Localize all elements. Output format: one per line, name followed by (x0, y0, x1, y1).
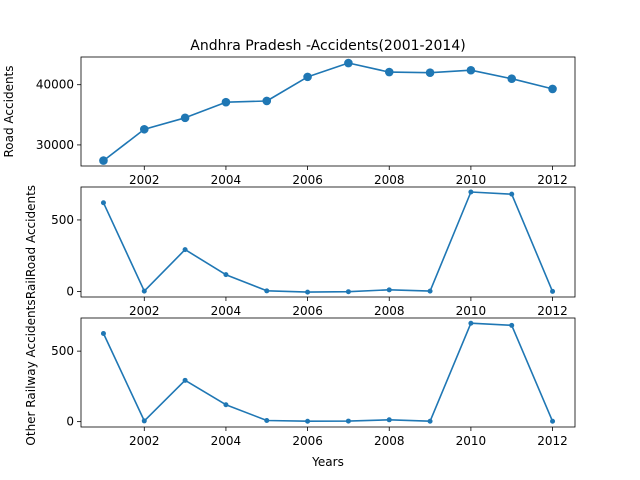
series-line-road-accidents (103, 62, 553, 162)
x-tick-label: 2012 (537, 173, 568, 187)
y-axis-label-road-accidents: Road Accidents (2, 65, 16, 157)
data-point (223, 272, 229, 278)
series-line-other-railway-accidents (102, 322, 554, 423)
y-tick-label: 500 (51, 213, 74, 227)
data-point (223, 402, 229, 408)
x-tick-label: 2002 (129, 173, 160, 187)
x-tick-label: 2010 (456, 434, 487, 448)
y-axis-label-other-railway-accidents: Other Railway Accidents (24, 299, 38, 445)
data-point (550, 418, 556, 424)
y-tick-label: 500 (51, 344, 74, 358)
data-point (466, 65, 476, 75)
data-point (344, 58, 353, 68)
data-point (468, 320, 474, 326)
data-point (141, 288, 147, 294)
y-tick-label: 30000 (36, 138, 74, 152)
data-point (180, 113, 190, 123)
data-point (305, 289, 311, 295)
data-point (384, 67, 394, 77)
data-point (509, 191, 515, 197)
x-tick-label: 2004 (211, 304, 242, 318)
data-point (386, 417, 392, 423)
x-tick-label: 2002 (129, 304, 160, 318)
x-axis-label: Years (311, 455, 344, 469)
axes-frame (80, 186, 576, 298)
data-point (345, 289, 351, 295)
series-line-railroad-accidents (102, 191, 554, 293)
data-point (425, 68, 435, 77)
data-point (303, 72, 312, 82)
axes-frame (80, 56, 576, 167)
data-point (100, 200, 106, 206)
x-tick-label: 2010 (456, 304, 487, 318)
x-tick-label: 2004 (211, 434, 242, 448)
data-point (262, 96, 272, 106)
x-tick-label: 2008 (374, 304, 405, 318)
x-tick-label: 2008 (374, 173, 405, 187)
data-point (345, 418, 351, 424)
data-point (264, 288, 270, 294)
data-point (99, 156, 108, 165)
x-tick-label: 2006 (292, 173, 323, 187)
panel-road-accidents: 2002 2004 2006 2008 2010 2012 30000 40000 Road A… (2, 56, 576, 187)
x-tick-label: 2010 (456, 173, 487, 187)
data-point (182, 247, 188, 253)
data-point (386, 287, 392, 293)
y-tick-label: 0 (66, 415, 74, 429)
x-tick-label: 2004 (211, 173, 242, 187)
data-point (141, 418, 147, 424)
data-point (550, 288, 556, 294)
x-tick-label: 2002 (129, 434, 160, 448)
x-tick-label: 2006 (292, 434, 323, 448)
data-point (427, 288, 433, 294)
x-tick-label: 2006 (292, 304, 323, 318)
data-point (305, 418, 311, 424)
y-axis-label-railroad-accidents: RailRoad Accidents (24, 185, 38, 299)
data-point (548, 84, 557, 94)
axes-frame (80, 317, 576, 428)
y-tick-label: 0 (66, 285, 74, 299)
panel-railroad-accidents: 2002 2004 2006 2008 2010 2012 0 500 RailRoad Acc… (24, 185, 576, 318)
data-point (139, 124, 149, 134)
chart-title: Andhra Pradesh -Accidents(2001-2014) (190, 38, 465, 54)
x-tick-label: 2012 (537, 304, 568, 318)
data-point (100, 331, 106, 337)
data-point (182, 377, 188, 383)
panel-other-railway-accidents: 2002 2004 2006 2008 2010 2012 0 500 Other Railwa… (24, 299, 576, 448)
data-point (509, 322, 515, 328)
data-point (427, 418, 433, 424)
data-point (264, 418, 270, 424)
y-tick-label: 40000 (36, 78, 74, 92)
x-tick-label: 2012 (537, 434, 568, 448)
data-point (507, 74, 517, 83)
x-tick-label: 2008 (374, 434, 405, 448)
data-point (468, 189, 474, 195)
data-point (221, 97, 231, 107)
